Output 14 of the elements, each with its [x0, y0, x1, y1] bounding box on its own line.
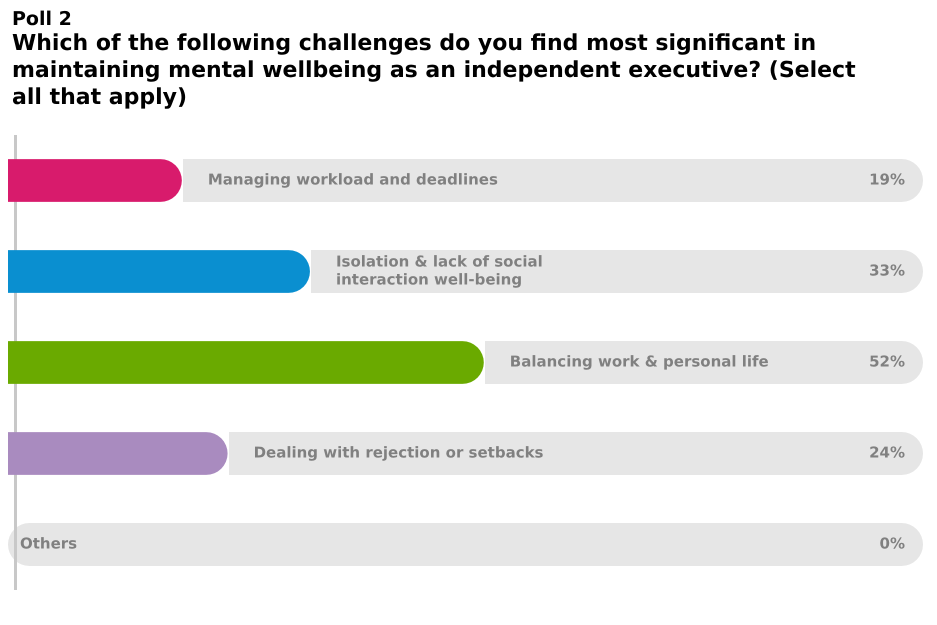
y-tick-label: Managing workload and deadlines [208, 170, 498, 188]
y-tick-label: Dealing with rejection or setbacks [254, 443, 544, 462]
y-tick-label: Isolation & lack of social interaction well-being [336, 252, 543, 288]
bar [8, 432, 228, 475]
data-label: 52% [869, 352, 905, 370]
y-tick-label: Balancing work & personal life [510, 352, 769, 370]
y-tick-label: Others [20, 534, 78, 552]
data-label: 19% [869, 170, 905, 188]
data-label: 0% [880, 534, 905, 552]
data-label: 24% [869, 443, 905, 462]
data-label: 33% [869, 261, 905, 280]
chart-title: Poll 2 [12, 8, 73, 30]
bar [8, 159, 182, 202]
chart-subtitle: Which of the following challenges do you find most significant in maintaining mental wellbeing as an independent executive? (Select all that apply) [12, 30, 857, 111]
